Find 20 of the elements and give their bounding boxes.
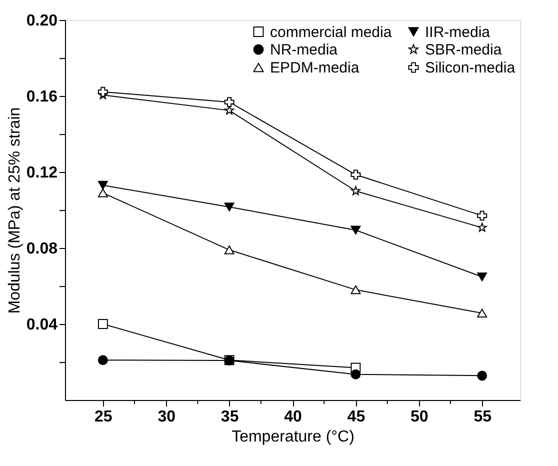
x-tick-label: 55 (474, 408, 492, 426)
x-tick-label: 30 (158, 408, 176, 426)
legend-label: EPDM-media (270, 60, 360, 76)
x-tick-label: 45 (347, 408, 366, 426)
legend-label: NR-media (270, 42, 338, 58)
y-tick-label: 0.16 (26, 88, 58, 106)
legend-label: IIR-media (425, 24, 491, 41)
legend-label: Silicon-media (425, 60, 516, 76)
legend-label: commercial media (270, 24, 392, 41)
y-axis-title: Modulus (MPa) at 25% strain (6, 107, 24, 314)
x-tick-label: 25 (94, 408, 112, 426)
y-tick-label: 0.20 (26, 12, 58, 30)
x-tick-label: 40 (284, 408, 302, 426)
y-tick-label: 0.12 (26, 164, 58, 182)
x-tick-label: 50 (410, 408, 428, 426)
y-tick-label: 0.04 (26, 316, 58, 334)
y-tick-label: 0.08 (26, 240, 58, 258)
x-tick-label: 35 (220, 408, 239, 426)
x-axis-title: Temperature (°C) (232, 428, 354, 446)
legend-label: SBR-media (425, 42, 502, 58)
